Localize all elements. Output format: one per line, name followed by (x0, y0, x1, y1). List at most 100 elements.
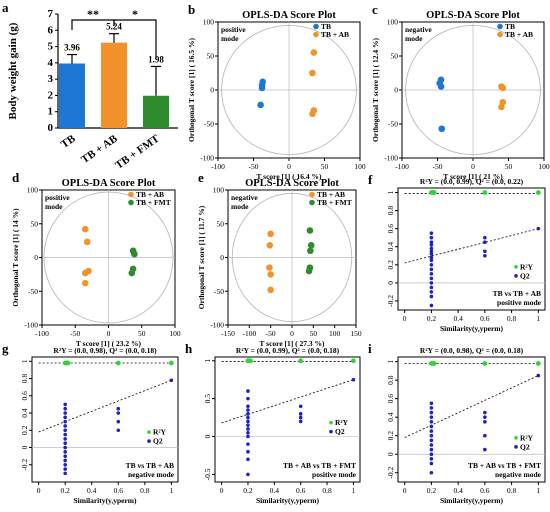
q2-point (63, 437, 67, 441)
legend-label: R²Y (335, 418, 349, 427)
q2-point (429, 303, 434, 308)
q2-point (246, 415, 250, 420)
q2-point (298, 415, 303, 420)
q2-point (63, 406, 67, 411)
panel-letter-e: e (198, 170, 204, 185)
y-tick-label: 7 (48, 8, 54, 20)
panel-letter-g: g (2, 341, 9, 356)
y-tick-label: 1 (48, 106, 54, 118)
x-tick-label: 0.8 (140, 486, 150, 495)
q2-point (246, 442, 250, 446)
q2-point (483, 240, 487, 245)
data-point (498, 103, 505, 111)
q2-point (246, 389, 250, 393)
y-tick-label: 0 (386, 281, 395, 285)
q2-point (429, 452, 434, 457)
mode-label: negative mode (128, 470, 175, 479)
data-point (267, 230, 274, 238)
y-tick-label: 50 (207, 52, 215, 61)
q2-point (116, 419, 121, 424)
comparison-label: TB + AB vs TB + FMT (283, 461, 356, 470)
legend-marker (329, 429, 333, 434)
legend-marker (313, 31, 319, 38)
x-tick-label: -150 (221, 329, 235, 338)
legend-marker (313, 23, 319, 30)
x-tick-label: 50 (310, 329, 318, 338)
legend-label: TB + AB (505, 30, 533, 39)
confidence-ellipse (221, 24, 357, 156)
y-tick-label: -0.2 (386, 295, 395, 307)
q2-point (246, 419, 250, 424)
data-point (499, 84, 507, 92)
x-tick-label: 0 (107, 329, 111, 338)
x-tick-label: 50 (505, 162, 513, 171)
q2-point (429, 290, 434, 294)
q2-point (63, 428, 67, 433)
confidence-ellipse (231, 192, 353, 323)
legend-label: TB + AB (136, 190, 164, 199)
x-tick-label: 0.4 (453, 486, 463, 495)
q2-point (63, 471, 67, 476)
x-tick-label: 0 (403, 486, 407, 495)
chart-title: OPLS-DA Score Plot (245, 178, 339, 189)
q2-point (246, 449, 250, 454)
q2-point (246, 472, 250, 477)
legend-marker (128, 191, 134, 198)
x-tick-label: 0.8 (507, 486, 517, 495)
x-tick-label: 0 (37, 486, 41, 495)
q2-point (429, 438, 434, 443)
x-axis-label: Similarity(y,yperm) (440, 324, 504, 333)
q2-point (536, 373, 541, 378)
q2-point (429, 415, 434, 419)
plot-frame (397, 187, 546, 311)
x-tick-label: 150 (350, 329, 362, 338)
data-point (309, 110, 316, 118)
q2-point (429, 235, 434, 240)
x-tick-label: 0.4 (87, 486, 97, 495)
x-axis-label: Similarity(y,yperm) (256, 496, 320, 505)
y-tick-label: 0.4 (20, 408, 29, 418)
x-tick-label: 0 (403, 314, 407, 323)
x-axis-label: T score [1] ( 23.2 %) (76, 339, 142, 348)
x-tick-label: 1 (536, 486, 540, 495)
q2-point (429, 276, 434, 281)
mode-label: mode (221, 34, 239, 43)
x-tick-label: 0.6 (296, 486, 306, 495)
x-tick-label: 50 (138, 329, 146, 338)
legend-marker (497, 23, 503, 30)
data-point (81, 225, 89, 233)
q2-point (298, 412, 303, 416)
legend-marker (147, 439, 151, 443)
q2-point (429, 231, 434, 235)
q2-point (429, 252, 434, 256)
y-tick-label: 1 (386, 190, 395, 194)
x-tick-label: 0 (290, 329, 294, 338)
x-tick-label: -100 (395, 162, 409, 171)
mode-label: mode (45, 202, 63, 211)
q2-point (483, 410, 487, 415)
plot-frame (31, 356, 179, 483)
panel-letter-i: i (368, 341, 372, 356)
comparison-label: TB + AB vs TB + FMT (468, 461, 541, 470)
q2-point (429, 410, 434, 415)
panel-letter-d: d (12, 170, 20, 185)
q2-point (429, 240, 434, 245)
y-tick-label: 0.2 (20, 425, 29, 435)
q2-point (246, 430, 250, 435)
comparison-label: TB vs TB + AB (493, 289, 541, 298)
y-tick-label: 100 (203, 18, 215, 27)
x-tick-label: TB + FMT (113, 132, 162, 171)
y-tick-label: 5 (48, 41, 54, 53)
x-tick-label: 0.8 (507, 314, 517, 323)
y-axis-label: Orthogonal T score [1] ( 11.7 %) (197, 205, 206, 309)
r2y-point (248, 358, 253, 364)
y-tick-label: 0 (203, 434, 212, 438)
y-tick-label: 50 (391, 52, 399, 61)
q2-point (429, 255, 434, 260)
x-tick-label: -50 (249, 162, 259, 171)
q2-trend-line (38, 379, 172, 433)
q2-point (351, 377, 356, 382)
legend-marker (128, 199, 134, 206)
y-tick-label: 1 (20, 359, 29, 363)
